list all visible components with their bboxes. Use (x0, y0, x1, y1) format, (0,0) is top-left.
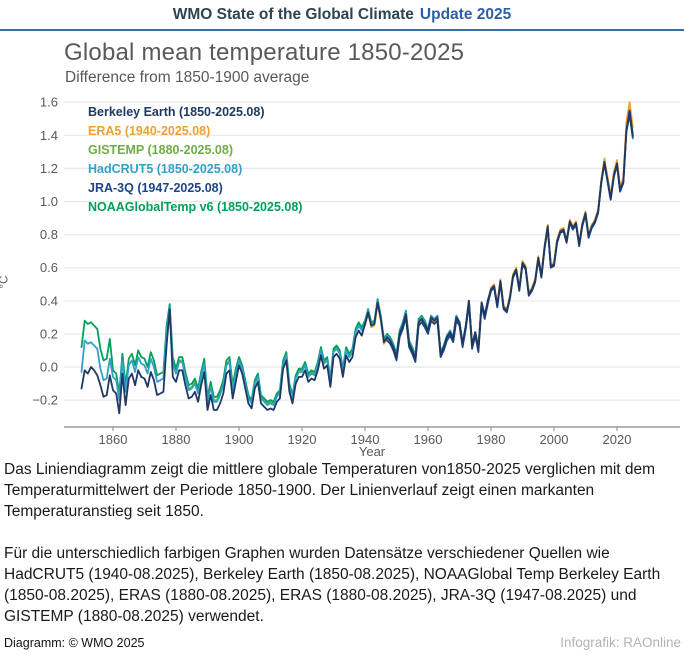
legend-item-era5: ERA5 (1940-2025.08) (88, 124, 211, 138)
y-tick-label: 0.4 (40, 293, 58, 308)
infographic-credit: Infografik: RAOnline (560, 635, 681, 650)
x-tick-label: 1920 (288, 432, 317, 447)
y-tick-label: 1.0 (40, 194, 58, 209)
legend-item-jra-3q: JRA-3Q (1947-2025.08) (88, 181, 223, 195)
y-tick-label: 0.2 (40, 326, 58, 341)
header-update-label: Update 2025 (419, 5, 512, 23)
legend-item-gistemp: GISTEMP (1880-2025.08) (88, 143, 233, 157)
y-tick-label: 1.2 (40, 161, 58, 176)
plot-svg: 1.6 1.4 1.2 1.0 0.8 0.6 0.4 0.2 0.0 −0.2 1860 1880 1… (32, 95, 680, 447)
description: Das Liniendiagramm zeigt die mittlere gl… (4, 459, 680, 648)
legend: Berkeley Earth (1850-2025.08) ERA5 (1940-… (88, 103, 302, 217)
x-axis-title: Year (358, 444, 386, 459)
header: WMO State of the Global Climate Update 2… (0, 0, 684, 31)
header-title: WMO State of the Global Climate (172, 5, 414, 23)
chart-subtitle: Difference from 1850-1900 average (65, 69, 310, 86)
y-tick-label: −0.2 (32, 393, 58, 408)
diagram-credit: Diagramm: © WMO 2025 (4, 636, 145, 650)
x-tick-label: 1860 (99, 432, 128, 447)
x-tick-label: 1980 (477, 432, 506, 447)
x-tick-label: 2020 (603, 432, 632, 447)
y-tick-label: 0.6 (40, 260, 58, 275)
x-tick-label: 1900 (225, 432, 254, 447)
x-tick-label: 1880 (162, 432, 191, 447)
y-tick-label: 1.4 (40, 128, 58, 143)
y-tick-label: 0.8 (40, 227, 58, 242)
chart-title: Global mean temperature 1850-2025 (64, 39, 465, 66)
footer: Diagramm: © WMO 2025 Infografik: RAOnlin… (0, 633, 684, 655)
x-tick-label: 2000 (540, 432, 569, 447)
y-axis-title: °C (0, 275, 11, 289)
y-tick-label: 1.6 (40, 95, 58, 110)
legend-item-berkeley-earth: Berkeley Earth (1850-2025.08) (88, 105, 265, 119)
temperature-chart: Global mean temperature 1850-2025 Differ… (0, 31, 684, 461)
legend-item-hadcrut5: HadCRUT5 (1850-2025.08) (88, 162, 243, 176)
series-line-berkeley-earth (80, 109, 634, 415)
y-tick-label: 0.0 (40, 360, 58, 375)
x-tick-label: 1940 (351, 432, 380, 447)
description-paragraph-2: Für die unterschiedlich farbigen Graphen… (4, 545, 661, 625)
legend-item-noaaglobaltemp-v6: NOAAGlobalTemp v6 (1850-2025.08) (88, 200, 303, 214)
description-paragraph-1: Das Liniendiagramm zeigt die mittlere gl… (4, 461, 656, 520)
series-line-jra-3q (386, 112, 634, 363)
x-tick-label: 1960 (414, 432, 443, 447)
